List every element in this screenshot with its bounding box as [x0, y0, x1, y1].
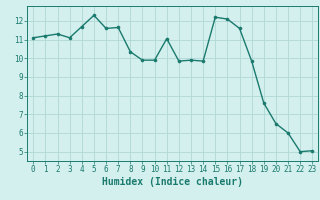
X-axis label: Humidex (Indice chaleur): Humidex (Indice chaleur): [102, 177, 243, 187]
